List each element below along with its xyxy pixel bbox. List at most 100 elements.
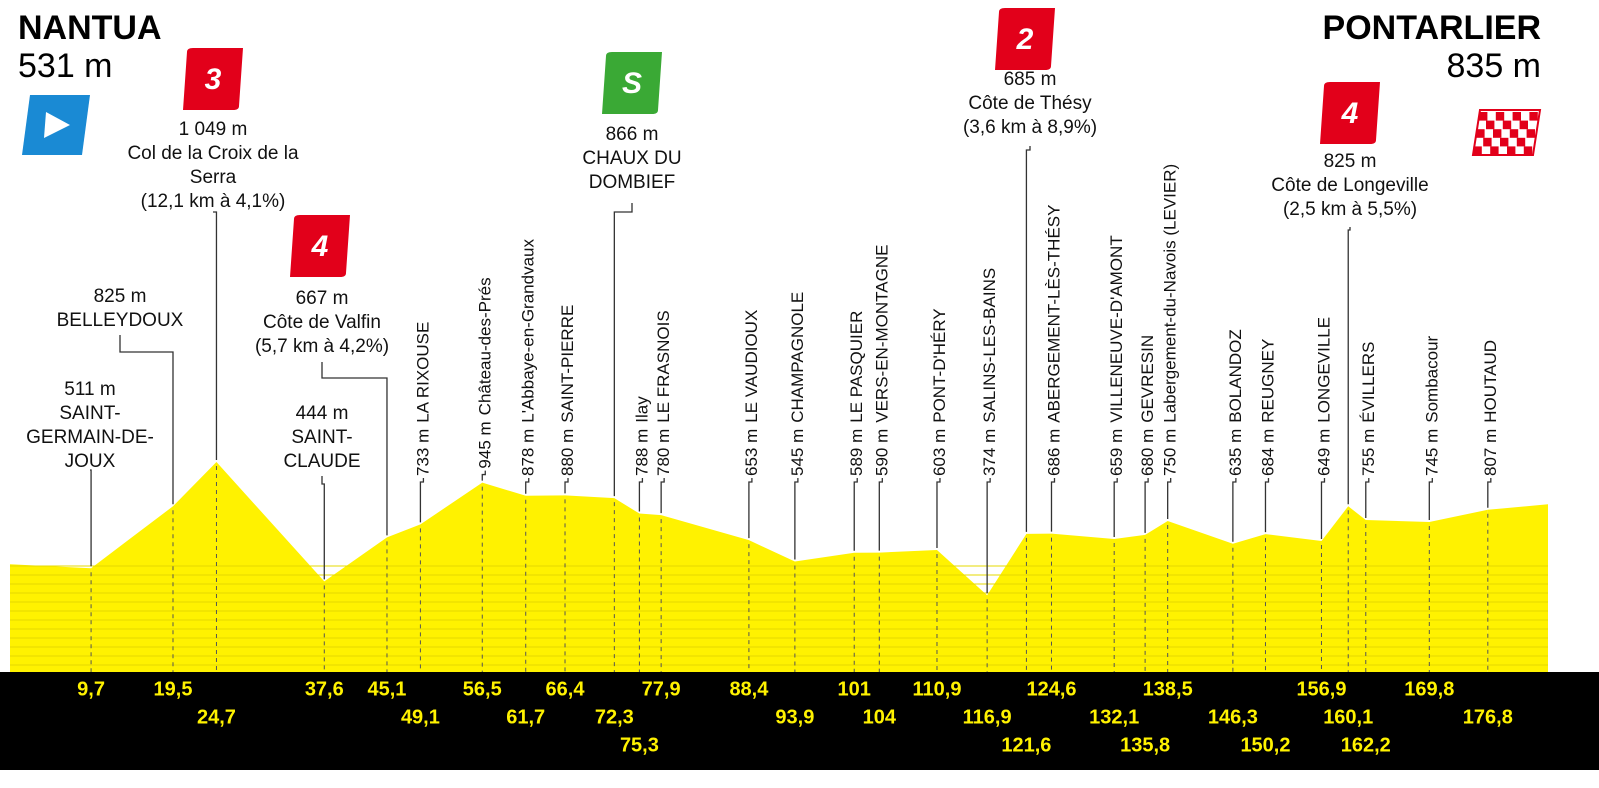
altitude-label: 750 m (1161, 429, 1180, 476)
flag-square (1476, 129, 1485, 138)
waypoint-label: 745 m Sombacour (1422, 335, 1441, 476)
waypoint-label: 659 m VILLENEUVE-D'AMONT (1107, 235, 1126, 476)
km-label: 110,9 (913, 678, 962, 700)
leader (321, 362, 388, 536)
leader (660, 478, 665, 514)
altitude-label: 807 m (1481, 429, 1500, 476)
km-label: 116,9 (963, 706, 1012, 728)
waypoint-label: 755 m ÉVILLERS (1359, 341, 1378, 476)
altitude-label: 659 m (1107, 429, 1126, 476)
waypoint-name: BOLANDOZ (1226, 329, 1245, 423)
waypoint-name: HOUTAUD (1481, 340, 1500, 423)
waypoint-name: LE PASQUIER (847, 311, 866, 423)
start-name: NANTUA (18, 9, 162, 47)
altitude-label: 733 m (413, 429, 432, 476)
leader (853, 478, 858, 551)
leader (936, 478, 941, 549)
leader (1264, 478, 1270, 533)
waypoint-name: ÉVILLERS (1359, 341, 1378, 422)
altitude-label: 635 m (1226, 429, 1245, 476)
km-label: 72,3 (595, 706, 634, 728)
leader (794, 478, 799, 560)
leader (525, 478, 530, 494)
km-label: 56,5 (463, 678, 502, 700)
km-label: 66,4 (546, 678, 586, 700)
leader (213, 211, 218, 461)
altitude-label: 374 m (980, 429, 999, 476)
waypoint-name: Château-des-Prés (475, 277, 494, 415)
waypoint-label: 733 m LA RIXOUSE (413, 322, 432, 476)
altitude-label: 825 m (1323, 151, 1377, 172)
waypoint-label: 545 m CHAMPAGNOLE (788, 292, 807, 476)
waypoint-name: LE FRASNOIS (654, 310, 673, 422)
km-label: 37,6 (305, 678, 344, 700)
altitude-label: 685 m (1003, 69, 1057, 90)
leader (481, 470, 486, 481)
km-label: 88,4 (729, 678, 769, 700)
km-label: 146,3 (1208, 706, 1258, 728)
waypoint-label: 807 m HOUTAUD (1481, 340, 1500, 476)
altitude-label: 686 m (1044, 429, 1063, 476)
leader (986, 478, 991, 594)
flag-square (1483, 137, 1492, 147)
altitude-label: 590 m (872, 429, 891, 476)
badge (183, 48, 243, 110)
leader (564, 478, 569, 494)
badge (995, 8, 1055, 70)
leader (878, 478, 883, 551)
waypoint-name: SAINT-GERMAIN-DE-JOUX (26, 403, 154, 472)
km-label: 132,1 (1089, 706, 1139, 728)
waypoint-name: L'Abbaye-en-Grandvaux (519, 239, 538, 423)
waypoint-label: 880 m SAINT-PIERRE (558, 305, 577, 476)
climb-detail: (2,5 km à 5,5%) (1282, 199, 1418, 220)
altitude-label: 649 m (1314, 429, 1333, 476)
leader (419, 478, 425, 523)
km-label: 9,7 (77, 678, 105, 700)
altitude-label: 511 m (64, 379, 116, 400)
altitude-label: 680 m (1138, 429, 1157, 476)
flag-square (1495, 112, 1505, 121)
km-label: 138,5 (1143, 678, 1193, 700)
altitude-label: 667 m (295, 288, 349, 309)
leader (1365, 478, 1370, 519)
leader (613, 203, 633, 497)
waypoint-label: 750 m Labergement-du-Navois (LEVIER) (1161, 164, 1180, 476)
km-label: 162,2 (1341, 734, 1391, 756)
waypoint-name: Côte de Valfin (263, 312, 381, 333)
waypoint-label: 684 m REUGNEY (1258, 339, 1277, 476)
altitude-label: 1 049 m (178, 119, 248, 140)
leader (1025, 146, 1031, 532)
leader (1487, 478, 1492, 508)
finish-name: PONTARLIER (1322, 9, 1541, 47)
waypoint-label: 788 m Ilay (632, 396, 651, 476)
start-flag (22, 95, 90, 155)
climb-detail: (3,6 km à 8,9%) (962, 117, 1098, 138)
badge-text: 4 (1341, 97, 1359, 130)
badge-text: S (622, 67, 642, 100)
leader (1144, 478, 1149, 533)
altitude-label: 684 m (1258, 429, 1277, 476)
waypoint-name: ABERGEMENT-LÈS-THÉSY (1044, 205, 1063, 423)
waypoint-name: Côte de Thésy (968, 93, 1092, 114)
start-altitude: 531 m (18, 47, 113, 85)
waypoint-name: BELLEYDOUX (56, 310, 184, 331)
altitude-label: 780 m (654, 429, 673, 476)
waypoint-name: LA RIXOUSE (413, 322, 432, 423)
waypoint-name: PONT-D'HÉRY (930, 308, 949, 422)
km-label: 49,1 (401, 706, 440, 728)
finish-flag (1471, 109, 1542, 156)
waypoint-label: 680 m GEVRESIN (1138, 335, 1157, 476)
leader (1113, 478, 1118, 537)
altitude-label: 945 m (475, 421, 494, 468)
flag-square (1523, 146, 1533, 155)
altitude-label: 788 m (632, 429, 651, 476)
flag-square (1507, 146, 1516, 155)
flag-square (1509, 129, 1519, 138)
waypoint-name: GEVRESIN (1138, 335, 1157, 423)
leader (119, 335, 174, 505)
altitude-label: 825 m (93, 286, 147, 307)
waypoint-name: CHAUX DU DOMBIEF (582, 148, 682, 193)
altitude-label: 880 m (558, 429, 577, 476)
category-badge: 4 (1320, 82, 1380, 144)
